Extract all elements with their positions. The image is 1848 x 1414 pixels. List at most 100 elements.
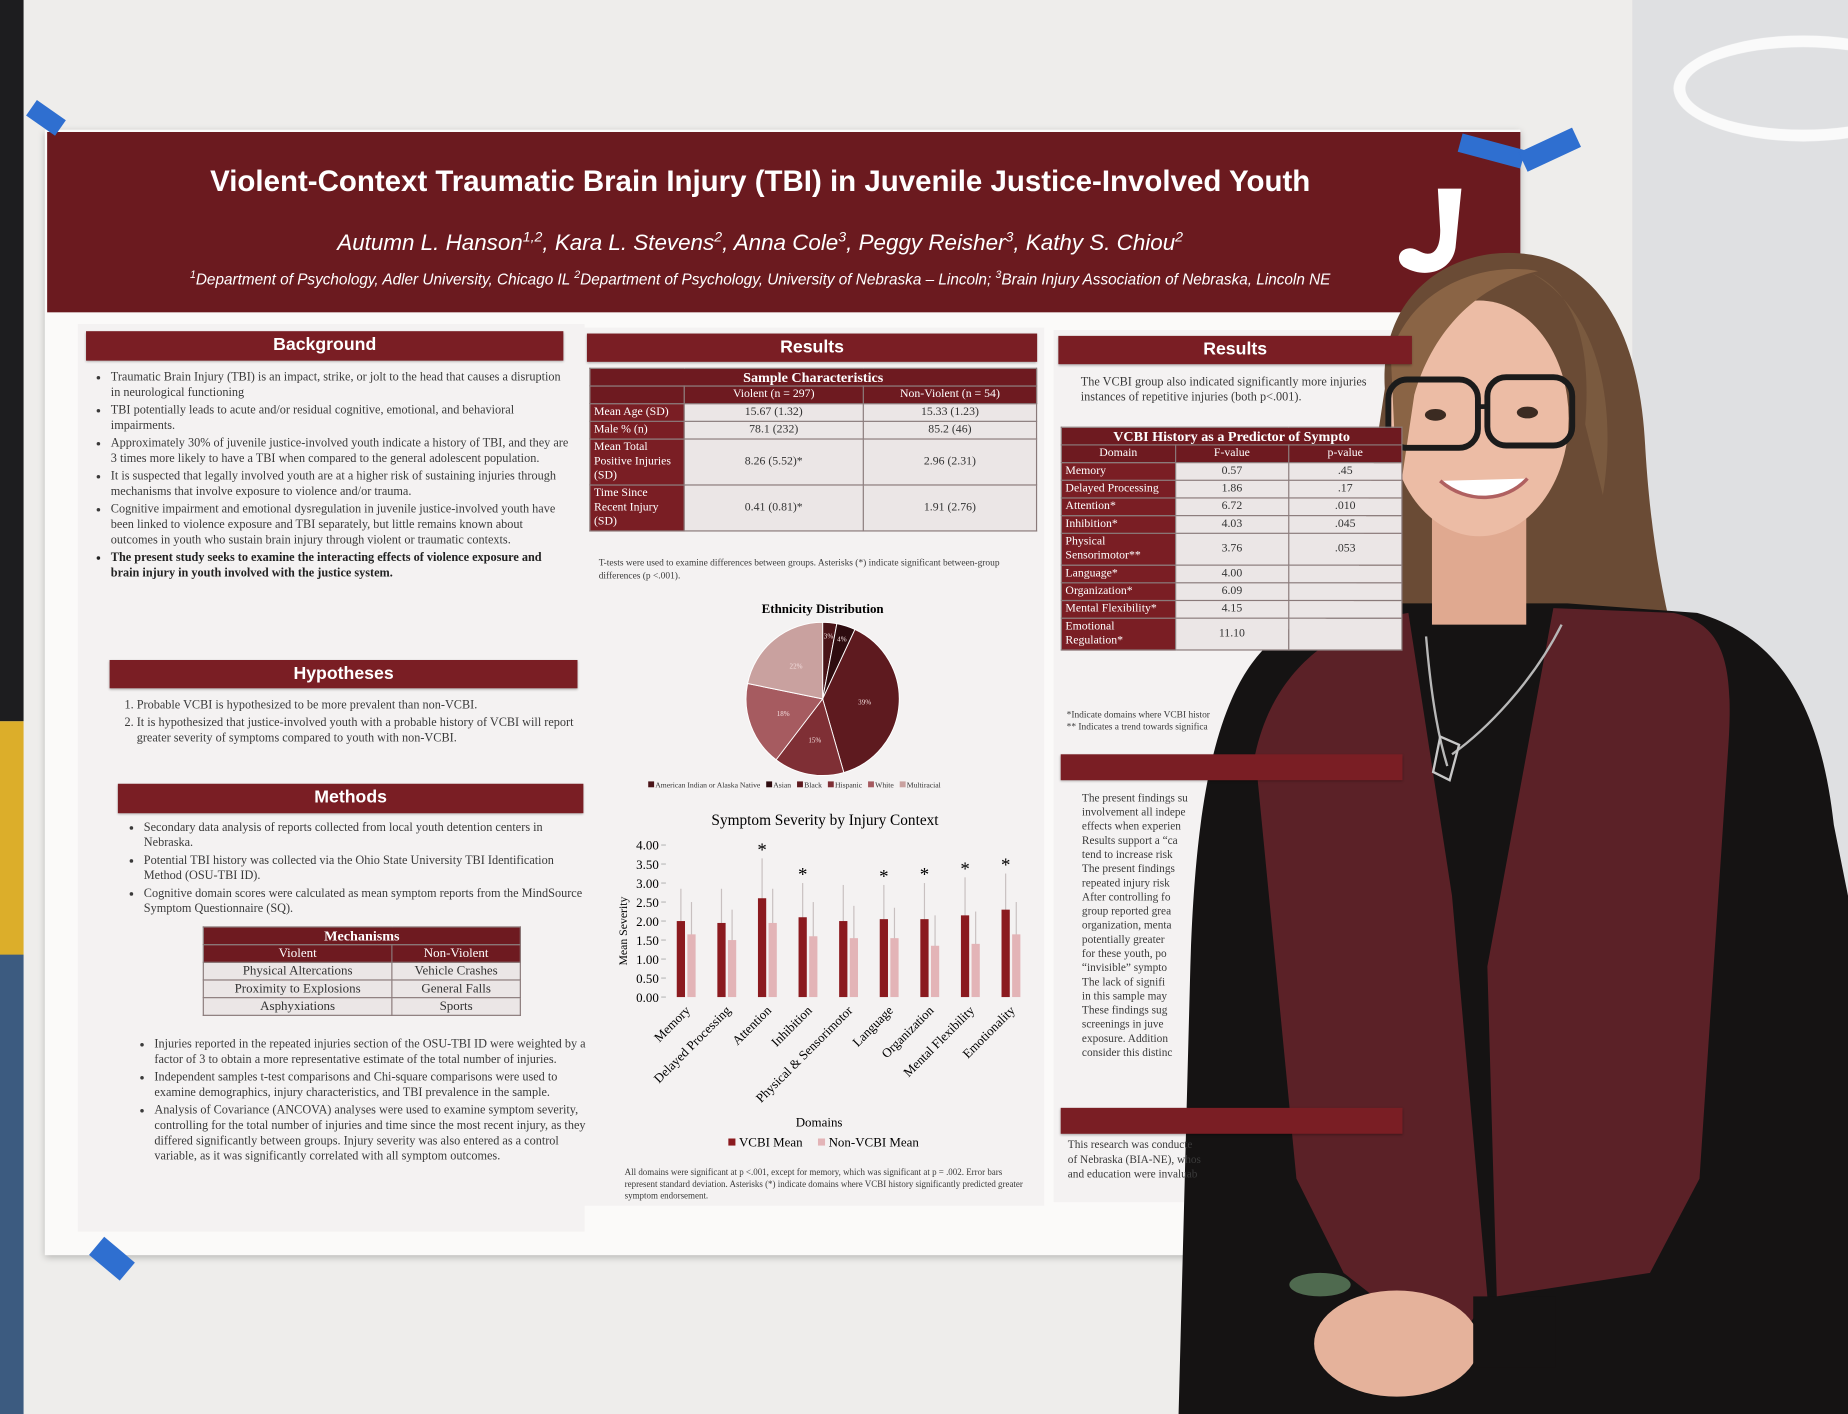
- ceiling-lamp: [1673, 35, 1848, 142]
- table-cell: 1.86: [1174, 479, 1290, 499]
- author-sup: 3: [1005, 228, 1014, 246]
- text-line: The present findings su: [1081, 791, 1188, 805]
- significance-marker: *: [757, 840, 766, 861]
- bar: [809, 936, 818, 998]
- x-axis-label: Domains: [796, 1115, 843, 1130]
- text-line: After controlling fo: [1081, 890, 1171, 904]
- table-cell: Time Since Recent Injury (SD): [589, 484, 685, 532]
- legend-label: VCBI Mean: [739, 1135, 803, 1150]
- text-line: These findings sug: [1081, 1004, 1168, 1018]
- table-cell: 15.67 (1.32): [683, 403, 864, 422]
- table-row: Memory 0.57.45: [1060, 461, 1403, 481]
- pie-label: 3%: [824, 633, 834, 641]
- bar: [687, 934, 696, 998]
- legend-swatch: [648, 781, 655, 788]
- affiliation-text: Department of Psychology, Adler Universi…: [195, 270, 575, 288]
- poster-authors: Autumn L. Hanson1,2, Kara L. Stevens2, A…: [47, 229, 1473, 258]
- table-cell: Language*: [1060, 564, 1176, 584]
- table-row: Physical Altercations Vehicle Crashes: [202, 961, 521, 981]
- section-heading: Background: [86, 331, 564, 361]
- legend-label: Multiracial: [907, 780, 941, 789]
- table-cell: 4.00: [1174, 564, 1290, 584]
- table-row: Emotional Regulation* 11.10: [1060, 617, 1403, 651]
- text-line: ** Indicates a trend towards significa: [1066, 721, 1208, 732]
- bar: [879, 919, 888, 998]
- table-cell: Physical Altercations: [202, 961, 393, 981]
- table-cell: .010: [1287, 497, 1403, 517]
- text-line: involvement all indepe: [1081, 806, 1186, 820]
- y-axis-label: Mean Severity: [617, 896, 630, 965]
- table-body: Mechanisms Violent Non-Violent Physical Alt…: [202, 926, 521, 1016]
- table-cell: .045: [1287, 515, 1403, 534]
- text-line: consider this distinc: [1081, 1046, 1173, 1060]
- table-cell: Mean Total Positive Injuries (SD): [589, 438, 685, 486]
- table-cell: 1.91 (2.76): [862, 484, 1038, 532]
- table-row: Mental Flexibility* 4.15: [1060, 599, 1403, 619]
- table-note: T-tests were used to examine differences…: [598, 557, 1000, 582]
- table-row: Attention* 6.72.010: [1060, 497, 1403, 517]
- table-title: Mechanisms: [202, 926, 521, 946]
- column-bg: [77, 324, 585, 1232]
- bar: [798, 917, 807, 998]
- tape: [1457, 133, 1526, 169]
- tape: [26, 99, 66, 136]
- table-header: Domain: [1060, 444, 1176, 464]
- poster-header: [47, 131, 1521, 313]
- table-cell: Memory: [1060, 461, 1176, 481]
- section-text: Secondary data analysis of reports colle…: [125, 820, 582, 919]
- pie-label: 4%: [837, 635, 847, 643]
- poster-affiliations: 1Department of Psychology, Adler Univers…: [47, 269, 1473, 288]
- table-cell: Male % (n): [589, 420, 685, 440]
- table-cell: General Falls: [391, 979, 521, 999]
- table-cell: 15.33 (1.23): [862, 403, 1038, 422]
- table-cell: Physical Sensorimotor**: [1060, 532, 1176, 566]
- chart-title: Symptom Severity by Injury Context: [711, 812, 939, 829]
- table-header-row: Violent Non-Violent: [202, 944, 521, 963]
- affiliation-sup: 2: [574, 268, 581, 281]
- legend-swatch: [797, 781, 803, 788]
- person: [1178, 252, 1848, 1414]
- table-row: Physical Sensorimotor** 3.76.053: [1060, 532, 1403, 566]
- table-body: VCBI History as a Predictor of Sympto Dom…: [1060, 426, 1403, 651]
- bar: [960, 915, 970, 998]
- table-title-row: Sample Characteristics: [589, 367, 1038, 387]
- text-line: tend to increase risk: [1081, 848, 1173, 862]
- pie-label: 22%: [790, 663, 803, 671]
- table-cell: Delayed Processing: [1060, 479, 1176, 499]
- table-header: Violent (n = 297): [683, 385, 864, 405]
- text-line: for these youth, po: [1081, 947, 1167, 961]
- author-sup: 2: [714, 228, 723, 246]
- bullet-item: Cognitive impairment and emotional dysre…: [111, 502, 569, 548]
- legend-swatch: [827, 781, 834, 788]
- bar: [920, 919, 929, 998]
- legend-label: Black: [804, 780, 822, 789]
- author-sup: 3: [838, 228, 847, 246]
- y-tick-label: 0.50: [636, 971, 659, 986]
- table-cell: Vehicle Crashes: [391, 961, 521, 981]
- bar: [839, 921, 848, 998]
- y-tick-label: 4.00: [636, 838, 659, 853]
- author-sup: 1,2: [522, 228, 543, 246]
- affiliation-text: Brain Injury Association of Nebraska, Li…: [1001, 270, 1331, 288]
- significance-marker: *: [798, 865, 807, 886]
- bullet-item: Independent samples t-test comparisons a…: [154, 1070, 589, 1101]
- text-line: organization, menta: [1081, 919, 1172, 933]
- text-line: screenings in juve: [1081, 1018, 1164, 1032]
- table-header: Violent: [202, 944, 393, 963]
- text-line: and education were invaluab: [1067, 1167, 1198, 1181]
- table-cell: Organization*: [1060, 582, 1176, 602]
- author-sup: 2: [1175, 228, 1184, 246]
- legend-swatch: [868, 781, 874, 788]
- author-name: , Peggy Reisher: [846, 231, 1006, 257]
- section-bar: [1060, 754, 1403, 781]
- table-cell: 4.15: [1174, 599, 1290, 619]
- text-line: instances of repetitive injuries (both p…: [1080, 391, 1302, 405]
- legend-swatch: [728, 1138, 736, 1146]
- bullet-item: It is suspected that legally involved yo…: [111, 469, 569, 500]
- table-header: F-value: [1174, 444, 1290, 464]
- table-row: Mean Total Positive Injuries (SD) 8.26 (5…: [589, 438, 1038, 486]
- table-cell: 3.76: [1174, 532, 1290, 566]
- text-line: potentially greater: [1081, 933, 1165, 947]
- legend-swatch: [766, 781, 773, 788]
